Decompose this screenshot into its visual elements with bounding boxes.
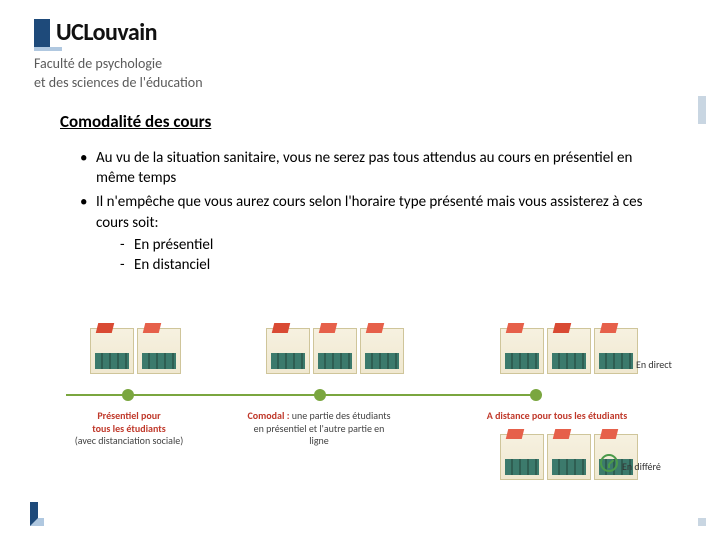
illustration-distance-direct [500,328,638,374]
node-label: A distance pour tous les étudiants [482,410,632,423]
faculty-line1: Faculté de psychologie [34,55,720,74]
section-title: Comodalité des cours [60,111,660,132]
illustration-presentiel [90,328,181,374]
node-label-title: A distance pour tous les étudiants [482,410,632,423]
timeline-node-icon [314,389,326,401]
content-area: Comodalité des cours Au vu de la situati… [0,93,720,276]
classroom-icon [137,328,181,374]
sub-bullet-item: En distanciel [120,255,660,275]
timeline-node-icon [530,389,542,401]
illustration-distance-differe [500,434,638,480]
bullet-list: Au vu de la situation sanitaire, vous ne… [60,148,660,276]
node-label: Présentiel pour tous les étudiants (avec… [54,410,204,448]
remote-icon [500,434,544,480]
remote-icon [500,328,544,374]
bullet-item: Au vu de la situation sanitaire, vous ne… [80,148,660,189]
node-label-title: Présentiel pour [54,410,204,423]
sub-bullet-list: En présentiel En distanciel [96,235,660,276]
classroom-icon [90,328,134,374]
node-label: Comodal : une partie des étudiants en pr… [244,410,394,448]
clock-icon [600,454,618,472]
side-accent-icon [698,96,706,124]
timeline-node-icon [122,389,134,401]
remote-icon [594,328,638,374]
corner-brand-icon [30,502,44,526]
modality-infographic: Présentiel pour tous les étudiants (avec… [60,330,690,510]
logo-text: UCLouvain [56,18,157,47]
remote-icon [547,434,591,480]
sub-bullet-item: En présentiel [120,235,660,255]
remote-icon [547,328,591,374]
bullet-item-text: Il n'empêche que vous aurez cours selon … [96,193,642,231]
tag-differe: En différé [622,460,661,473]
node-label-sub: (avec distanciation sociale) [54,435,204,448]
illustration-comodal [266,328,404,374]
timeline-line [66,394,540,396]
tag-direct: En direct [636,358,672,371]
faculty-line2: et des sciences de l'éducation [34,74,720,93]
logo: UCLouvain [34,18,720,47]
faculty-name: Faculté de psychologie et des sciences d… [34,55,720,93]
node-label-title: Comodal : [248,409,290,422]
bullet-item: Il n'empêche que vous aurez cours selon … [80,192,660,275]
corner-accent-icon [698,518,706,526]
header: UCLouvain Faculté de psychologie et des … [0,0,720,93]
logo-mark-icon [34,19,50,47]
remote-icon [360,328,404,374]
classroom-icon [266,328,310,374]
classroom-icon [313,328,357,374]
